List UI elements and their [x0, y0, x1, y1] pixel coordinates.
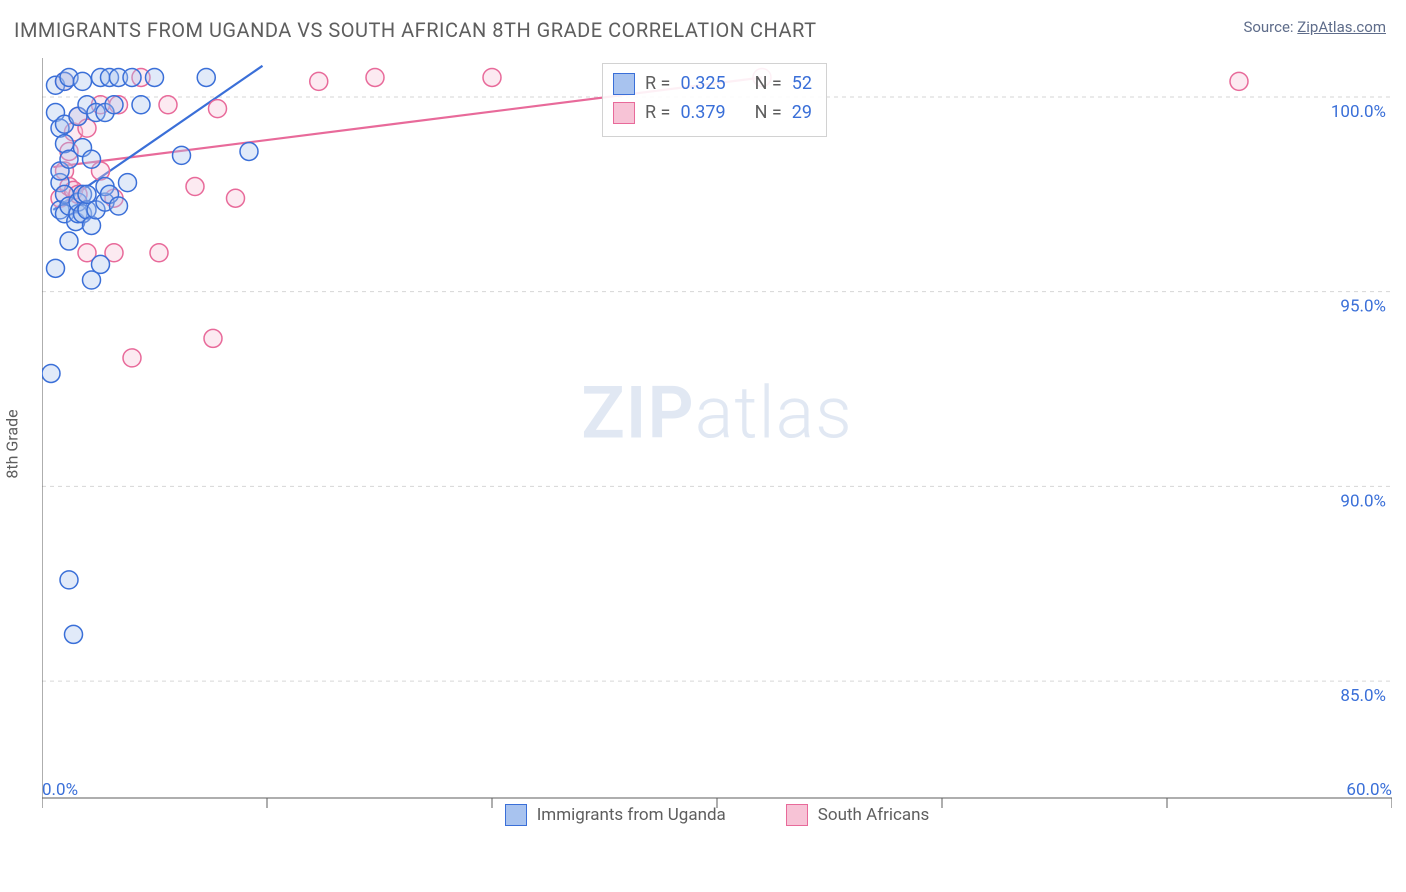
corr-row-sa: R = 0.379 N = 29 — [613, 99, 812, 128]
n-value-sa: 29 — [792, 99, 812, 128]
n-label: N = — [755, 70, 782, 99]
svg-text:95.0%: 95.0% — [1340, 297, 1386, 317]
legend-label-uganda: Immigrants from Uganda — [537, 805, 726, 825]
svg-text:85.0%: 85.0% — [1340, 686, 1386, 706]
source-link[interactable]: ZipAtlas.com — [1297, 18, 1386, 36]
legend-swatch-sa — [786, 804, 808, 826]
y-axis-label: 8th Grade — [3, 409, 22, 478]
x-axis-max-label: 60.0% — [1346, 780, 1392, 800]
x-axis-min-label: 0.0% — [42, 780, 78, 800]
scatter-plot-svg: 85.0% 90.0% 95.0% 100.0% — [42, 58, 1392, 830]
source-prefix: Source: — [1243, 18, 1297, 36]
corr-row-uganda: R = 0.325 N = 52 — [613, 70, 812, 99]
svg-text:90.0%: 90.0% — [1340, 491, 1386, 511]
r-label: R = — [645, 99, 670, 128]
swatch-sa — [613, 102, 635, 124]
source-attribution: Source: ZipAtlas.com — [1243, 18, 1386, 36]
n-value-uganda: 52 — [792, 70, 812, 99]
legend-item-sa: South Africans — [786, 804, 930, 826]
legend-label-sa: South Africans — [818, 805, 930, 825]
r-label: R = — [645, 70, 670, 99]
swatch-uganda — [613, 73, 635, 95]
r-value-uganda: 0.325 — [680, 70, 725, 99]
chart-title: IMMIGRANTS FROM UGANDA VS SOUTH AFRICAN … — [14, 18, 817, 42]
legend-swatch-uganda — [505, 804, 527, 826]
legend-item-uganda: Immigrants from Uganda — [505, 804, 726, 826]
chart-area: 8th Grade 85.0%90.0%95.0%100.0% ZIPatlas… — [42, 58, 1392, 830]
svg-text:100.0%: 100.0% — [1331, 102, 1386, 122]
r-value-sa: 0.379 — [680, 99, 725, 128]
legend: Immigrants from Uganda South Africans — [42, 804, 1392, 826]
n-label: N = — [755, 99, 782, 128]
correlation-box: R = 0.325 N = 52 R = 0.379 N = 29 — [602, 63, 827, 137]
